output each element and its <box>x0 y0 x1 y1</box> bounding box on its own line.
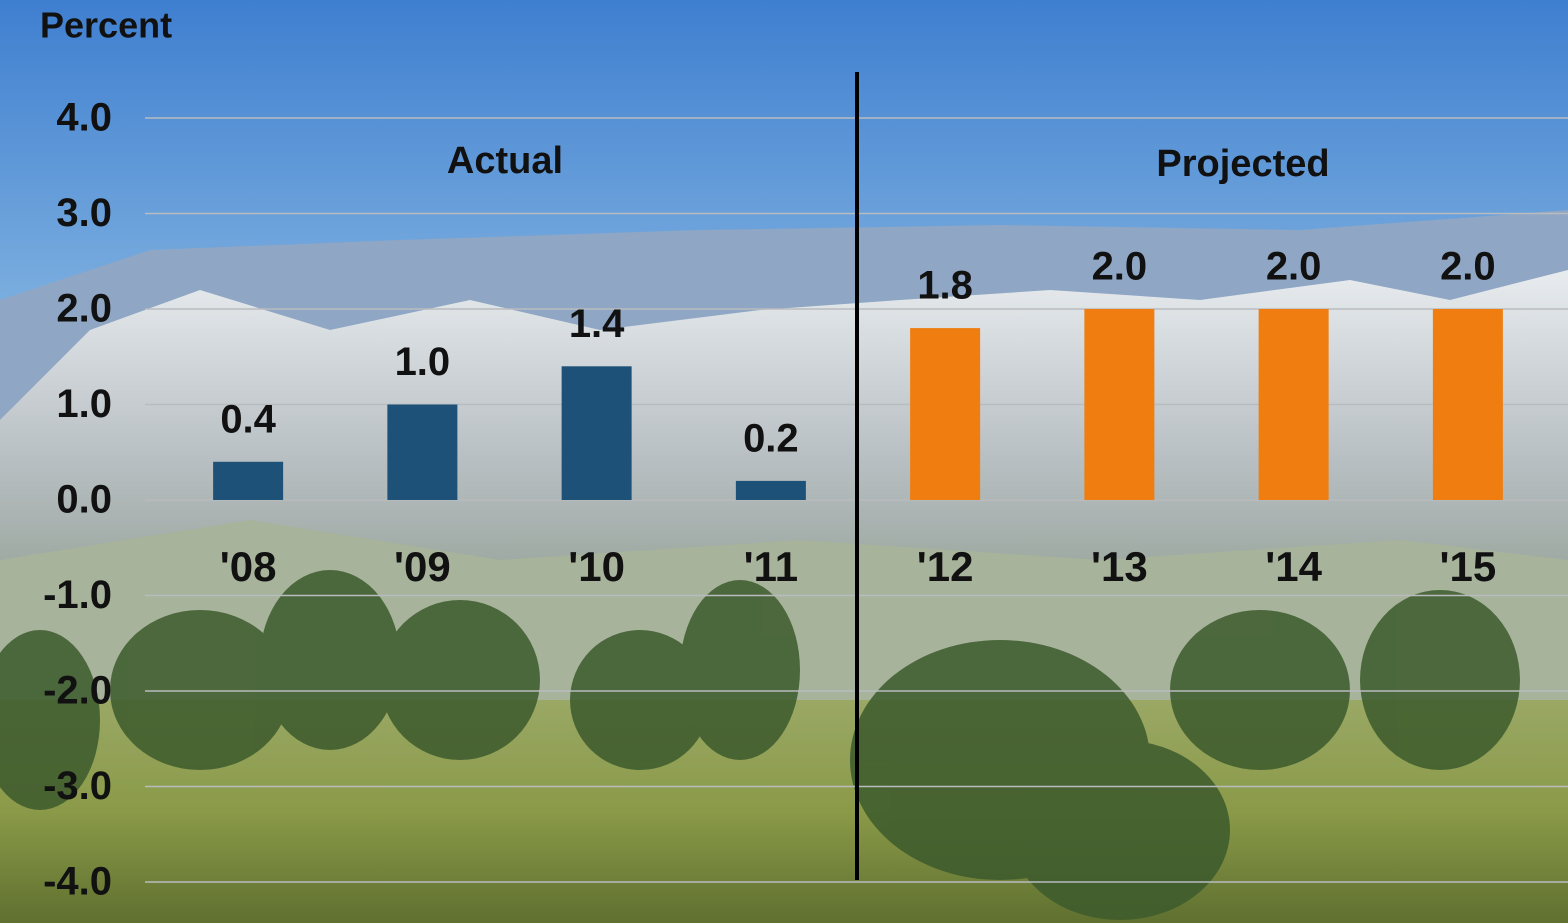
value-label: 1.0 <box>395 340 451 384</box>
x-tick-label: '14 <box>1265 543 1322 590</box>
y-tick-label: -2.0 <box>43 669 112 713</box>
x-tick-label: '11 <box>744 543 798 590</box>
y-axis-label: Percent <box>40 5 172 46</box>
y-tick-label: 1.0 <box>56 382 112 426</box>
y-tick-label: 3.0 <box>56 191 112 235</box>
y-tick-label: -1.0 <box>43 573 112 617</box>
value-label: 1.4 <box>569 302 625 346</box>
y-tick-label: -4.0 <box>43 860 112 904</box>
bar <box>1084 309 1155 500</box>
annotation: Projected <box>1156 143 1329 185</box>
bar <box>213 461 284 500</box>
y-tick-label: 4.0 <box>56 96 112 140</box>
value-label: 0.2 <box>743 416 799 460</box>
bar <box>1258 309 1329 500</box>
value-label: 2.0 <box>1440 245 1496 289</box>
x-tick-label: '08 <box>220 543 277 590</box>
x-tick-label: '15 <box>1440 543 1497 590</box>
y-tick-label: 0.0 <box>56 478 112 522</box>
x-tick-label: '09 <box>394 543 451 590</box>
x-tick-label: '12 <box>917 543 974 590</box>
bar <box>735 480 806 500</box>
bar <box>561 366 632 500</box>
y-tick-label: 2.0 <box>56 287 112 331</box>
bar <box>1432 309 1503 500</box>
y-tick-label: -3.0 <box>43 764 112 808</box>
bar <box>910 328 981 500</box>
x-tick-label: '13 <box>1091 543 1148 590</box>
value-label: 2.0 <box>1266 245 1322 289</box>
x-tick-label: '10 <box>568 543 625 590</box>
value-label: 0.4 <box>220 397 276 441</box>
value-label: 1.8 <box>917 264 973 308</box>
value-label: 2.0 <box>1092 245 1148 289</box>
annotation: Actual <box>447 140 563 182</box>
bar <box>387 404 458 500</box>
